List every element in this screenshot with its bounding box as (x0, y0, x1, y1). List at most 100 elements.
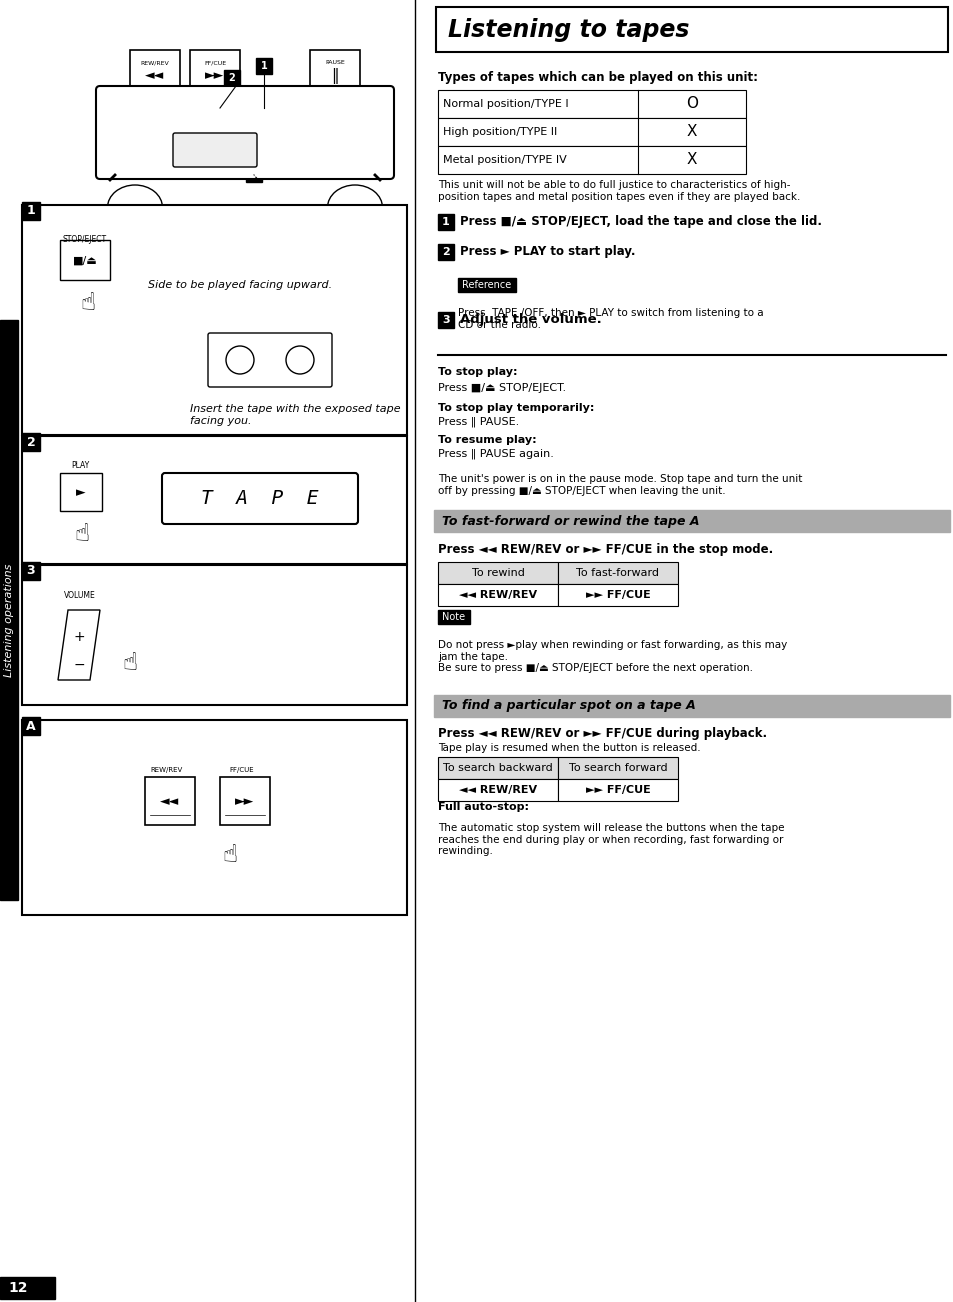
Text: Adjust the volume.: Adjust the volume. (459, 314, 601, 327)
Text: ■/⏏: ■/⏏ (72, 256, 97, 266)
Text: 2: 2 (27, 435, 35, 448)
Text: Press  TAPE /OFF, then ► PLAY to switch from listening to a
CD or the radio.: Press TAPE /OFF, then ► PLAY to switch f… (457, 309, 762, 329)
Text: ☝: ☝ (80, 292, 95, 315)
Bar (22, 562, 40, 579)
Text: REW/REV: REW/REV (151, 767, 183, 773)
Text: ►►: ►► (205, 69, 224, 82)
Text: This unit will not be able to do full justice to characteristics of high-
positi: This unit will not be able to do full ju… (437, 180, 800, 202)
Text: ◄◄ REW/REV: ◄◄ REW/REV (458, 590, 537, 600)
Text: Do not press ►play when rewinding or fast forwarding, as this may
jam the tape.
: Do not press ►play when rewinding or fas… (437, 641, 786, 673)
Text: ►► FF/CUE: ►► FF/CUE (585, 785, 650, 796)
Bar (255, 59, 272, 74)
Bar (558, 562, 678, 585)
FancyBboxPatch shape (162, 473, 357, 523)
Text: STOP/EJECT: STOP/EJECT (63, 236, 107, 245)
Text: To find a particular spot on a tape A: To find a particular spot on a tape A (441, 699, 695, 712)
Bar (437, 756, 558, 779)
Text: ‖: ‖ (331, 68, 338, 85)
Bar (224, 70, 240, 86)
Ellipse shape (226, 346, 253, 374)
Text: +: + (73, 630, 85, 644)
Text: Press ‖ PAUSE.: Press ‖ PAUSE. (437, 417, 518, 427)
Text: X: X (686, 125, 697, 139)
Bar (437, 585, 558, 605)
Bar (190, 49, 240, 89)
Bar (434, 695, 949, 717)
Text: To fast-forward or rewind the tape A: To fast-forward or rewind the tape A (441, 514, 699, 527)
Bar (437, 611, 470, 624)
Bar (22, 720, 407, 915)
Text: FF/CUE: FF/CUE (204, 60, 226, 65)
Text: Note: Note (442, 612, 465, 622)
Text: Press ► PLAY to start play.: Press ► PLAY to start play. (459, 246, 635, 259)
Bar (558, 756, 678, 779)
Text: X: X (686, 152, 697, 168)
Text: ◄◄ REW/REV: ◄◄ REW/REV (458, 785, 537, 796)
Text: 3: 3 (442, 315, 450, 326)
Polygon shape (58, 611, 100, 680)
Text: The automatic stop system will release the buttons when the tape
reaches the end: The automatic stop system will release t… (437, 823, 783, 857)
Bar (558, 779, 678, 801)
Bar (60, 473, 102, 510)
Text: O: O (685, 96, 698, 112)
Bar (310, 49, 359, 89)
Bar (246, 165, 262, 182)
Bar (558, 585, 678, 605)
Bar (22, 565, 407, 704)
Text: To resume play:: To resume play: (437, 435, 536, 445)
Text: Listening to tapes: Listening to tapes (448, 18, 689, 42)
Text: Reference: Reference (462, 280, 511, 290)
Text: 3: 3 (27, 565, 35, 578)
Bar (22, 436, 407, 564)
Bar (22, 204, 407, 435)
Text: Types of tapes which can be played on this unit:: Types of tapes which can be played on th… (437, 72, 758, 85)
Text: Press ‖ PAUSE again.: Press ‖ PAUSE again. (437, 449, 554, 460)
Text: FF/CUE: FF/CUE (230, 767, 254, 773)
Text: REW/REV: REW/REV (140, 60, 170, 65)
Text: ◄◄: ◄◄ (160, 796, 179, 809)
Text: Side to be played facing upward.: Side to be played facing upward. (148, 280, 332, 290)
Text: Full auto-stop:: Full auto-stop: (437, 802, 529, 812)
Text: ►: ► (76, 487, 86, 500)
Text: High position/TYPE II: High position/TYPE II (442, 128, 557, 137)
Bar (220, 777, 270, 825)
Text: A: A (26, 720, 36, 733)
Bar (437, 562, 558, 585)
Text: 1: 1 (260, 61, 267, 72)
Text: 2: 2 (441, 247, 450, 256)
FancyBboxPatch shape (96, 86, 394, 178)
Text: ☝: ☝ (74, 522, 90, 546)
Bar (22, 434, 40, 450)
Text: PAUSE: PAUSE (325, 60, 345, 65)
Bar (145, 777, 194, 825)
Text: Press ■/⏏ STOP/EJECT, load the tape and close the lid.: Press ■/⏏ STOP/EJECT, load the tape and … (459, 216, 821, 228)
Bar (437, 312, 454, 328)
Text: 12: 12 (9, 1281, 28, 1295)
Text: To search backward: To search backward (442, 763, 553, 773)
Bar (436, 7, 947, 52)
Text: ►► FF/CUE: ►► FF/CUE (585, 590, 650, 600)
Bar (457, 279, 516, 292)
Bar (0, 320, 18, 900)
Ellipse shape (286, 346, 314, 374)
Text: 3: 3 (251, 169, 257, 178)
Text: Insert the tape with the exposed tape
facing you.: Insert the tape with the exposed tape fa… (190, 404, 400, 426)
Bar (60, 240, 110, 280)
Text: Press ◄◄ REW/REV or ►► FF/CUE during playback.: Press ◄◄ REW/REV or ►► FF/CUE during pla… (437, 727, 766, 740)
Bar (437, 90, 745, 118)
Text: ►►: ►► (235, 796, 254, 809)
Bar (437, 779, 558, 801)
Bar (437, 214, 454, 230)
Bar (437, 146, 745, 174)
Text: −: − (73, 658, 85, 672)
Text: To rewind: To rewind (471, 568, 524, 578)
Text: 2: 2 (229, 73, 235, 83)
Text: The unit's power is on in the pause mode. Stop tape and turn the unit
off by pre: The unit's power is on in the pause mode… (437, 474, 801, 496)
Text: VOLUME: VOLUME (64, 591, 95, 599)
FancyBboxPatch shape (208, 333, 332, 387)
Bar (130, 49, 180, 89)
Text: Listening operations: Listening operations (4, 564, 14, 677)
Text: Press ◄◄ REW/REV or ►► FF/CUE in the stop mode.: Press ◄◄ REW/REV or ►► FF/CUE in the sto… (437, 543, 773, 556)
Text: 1: 1 (441, 217, 450, 227)
Text: PLAY: PLAY (71, 461, 89, 470)
